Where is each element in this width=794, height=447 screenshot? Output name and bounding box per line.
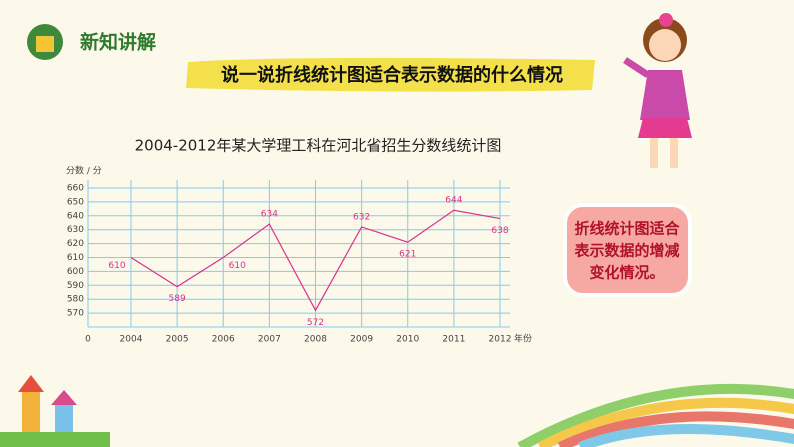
- x-tick-label: 2009: [350, 335, 373, 345]
- y-axis-label: 分数 / 分: [66, 165, 102, 177]
- girl-illustration: [623, 13, 692, 168]
- chart-title: 2004-2012年某大学理工科在河北省招生分数线统计图: [135, 137, 502, 155]
- x-tick-label: 2005: [166, 335, 189, 345]
- x-tick-label: 2012: [489, 335, 512, 345]
- data-label: 634: [261, 210, 278, 220]
- data-label: 621: [399, 250, 416, 260]
- x-tick-label: 2010: [396, 335, 419, 345]
- y-tick-label: 600: [67, 267, 84, 277]
- callout-line: 折线统计图适合: [574, 220, 680, 238]
- houses: [0, 375, 110, 447]
- x-tick-label: 2006: [212, 335, 235, 345]
- y-tick-label: 590: [67, 281, 84, 291]
- icon-cup: [36, 36, 54, 52]
- y-tick-label: 570: [67, 309, 84, 319]
- brush-highlight: [186, 57, 595, 92]
- question: 说一说折线统计图适合表示数据的什么情况: [221, 64, 563, 86]
- data-label: 644: [445, 196, 462, 206]
- x-tick-label: 2011: [442, 335, 465, 345]
- y-tick-label: 660: [67, 184, 84, 194]
- data-label: 589: [169, 294, 186, 304]
- y-tick-label: 580: [67, 295, 84, 305]
- data-label: 572: [307, 318, 324, 328]
- data-label: 610: [229, 261, 246, 271]
- data-label: 632: [353, 212, 370, 222]
- y-tick-label: 640: [67, 211, 84, 221]
- x-tick-label: 2004: [120, 335, 143, 345]
- data-label: 638: [491, 226, 508, 236]
- origin-label: 0: [85, 335, 91, 345]
- data-line: [130, 209, 501, 312]
- rainbow: [517, 383, 794, 447]
- data-label: 610: [108, 261, 125, 271]
- y-tick-label: 610: [67, 253, 84, 263]
- y-tick-label: 650: [67, 197, 84, 207]
- callout-box: [563, 203, 692, 297]
- x-axis-label: 年份: [514, 333, 532, 345]
- x-tick-label: 2007: [258, 335, 281, 345]
- section-title: 新知讲解: [80, 31, 156, 54]
- callout-line: 变化情况。: [589, 264, 664, 282]
- x-tick-label: 2008: [304, 335, 327, 345]
- y-tick-label: 630: [67, 225, 84, 235]
- callout-line: 表示数据的增减: [574, 242, 679, 260]
- y-tick-label: 620: [67, 239, 84, 249]
